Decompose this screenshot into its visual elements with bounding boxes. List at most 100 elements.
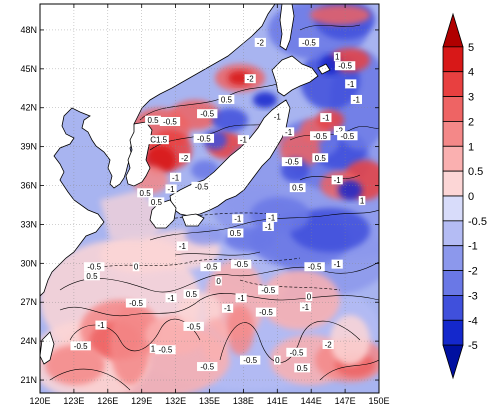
contour-label: -1 [235, 293, 247, 303]
svg-text:0: 0 [275, 356, 280, 365]
svg-text:-0.5: -0.5 [195, 182, 209, 191]
contour-label: C1.5 [148, 135, 169, 145]
svg-text:-0.5: -0.5 [261, 286, 275, 295]
svg-text:-0.5: -0.5 [74, 342, 88, 351]
contour-label: 0.5 [145, 115, 161, 125]
svg-text:-1: -1 [334, 260, 342, 269]
colorbar-level-label: -4 [468, 315, 478, 327]
svg-text:-0.5: -0.5 [159, 346, 173, 355]
contour-label: -2 [179, 153, 191, 163]
contour-label: -1 [165, 184, 177, 194]
contour-label: -0.5 [239, 355, 261, 365]
colorbar-level-label: 0.5 [468, 166, 483, 178]
contour-label: -0.5 [183, 321, 204, 331]
contour-label: 0 [305, 292, 313, 302]
svg-text:-1: -1 [168, 185, 176, 194]
contour-label: 0 [274, 355, 281, 365]
contour-label: -1 [170, 172, 182, 182]
colorbar-level-label: -5 [468, 340, 478, 352]
lat-tick-label: 48N [20, 25, 37, 35]
lon-tick-label: 150E [368, 396, 389, 406]
contour-label: -2 [244, 74, 256, 84]
svg-text:-1: -1 [172, 173, 180, 182]
svg-text:-1: -1 [285, 128, 293, 137]
svg-text:-1: -1 [302, 303, 310, 312]
contour-label: 0.5 [183, 289, 200, 299]
contour-label: -1 [266, 212, 278, 222]
contour-label: 0 [215, 276, 222, 286]
svg-text:-0.5: -0.5 [285, 158, 299, 167]
map-field: -2 -0.51-0.5-2-10.5 -1-0.50.5 -0.5-1 -1-2-1-… [40, 4, 379, 393]
contour-label: -0.5 [281, 157, 303, 167]
svg-text:0: 0 [216, 277, 221, 286]
contour-label: 0.5 [294, 363, 311, 373]
colorbar-level-label: -3 [468, 290, 478, 302]
contour-label: 0.5 [227, 228, 244, 238]
svg-text:-0.5: -0.5 [200, 110, 214, 119]
svg-text:0.5: 0.5 [230, 229, 242, 238]
colorbar-level-label: 3 [468, 92, 474, 104]
svg-text:1: 1 [335, 53, 340, 62]
contour-label: -1 [331, 259, 343, 269]
svg-text:1: 1 [360, 197, 365, 206]
lon-tick-label: 138E [233, 396, 254, 406]
svg-text:-0.5: -0.5 [259, 308, 273, 317]
svg-text:-0.5: -0.5 [290, 348, 304, 357]
colorbar-segment [442, 46, 464, 73]
colorbar-level-label: 4 [468, 67, 474, 79]
contour-label: 1 [149, 343, 157, 353]
graticule [40, 4, 379, 393]
contour-label: -1 [237, 135, 249, 145]
sakhalin-land [279, 4, 295, 51]
colorbar-segment [442, 71, 464, 97]
colorbar-level-label: 0 [468, 191, 474, 203]
svg-text:0.5: 0.5 [140, 189, 152, 198]
lon-tick-label: 129E [131, 396, 152, 406]
colorbar-segment [442, 195, 464, 222]
contour-label: 0.5 [84, 271, 100, 281]
svg-text:-1: -1 [224, 304, 232, 313]
contour-label: -1 [221, 303, 234, 313]
svg-text:-1: -1 [353, 95, 361, 104]
svg-text:0.5: 0.5 [86, 272, 98, 281]
lat-tick-label: 27N [20, 297, 37, 307]
contour-label: -0.5 [286, 347, 307, 357]
lon-tick-label: 144E [301, 396, 322, 406]
contour-label: -0.5 [298, 37, 320, 47]
lon-tick-label: 147E [335, 396, 356, 406]
svg-text:-0.5: -0.5 [243, 356, 257, 365]
kuril-island-land [317, 63, 331, 75]
lon-tick-label: 135E [199, 396, 220, 406]
svg-text:-1: -1 [238, 294, 246, 303]
contour-label: -0.5 [197, 362, 218, 372]
lon-tick-label: 126E [97, 396, 118, 406]
lon-tick-label: 123E [63, 396, 84, 406]
svg-text:-1: -1 [274, 112, 282, 121]
svg-text:-1: -1 [334, 176, 342, 185]
contour-label: -0.5 [200, 262, 221, 272]
svg-text:-1: -1 [179, 242, 187, 251]
svg-text:0: 0 [307, 293, 312, 302]
colorbar: 5 4 3 2 1 0.5 0 -0.5 -1 -2 -3 -4 -5 [442, 12, 487, 380]
japan-hokkaido-land [271, 55, 319, 97]
svg-text:-0.5: -0.5 [204, 263, 218, 272]
svg-text:-1: -1 [322, 114, 330, 123]
contour-label: -0.5 [197, 109, 218, 119]
contour-label: -1 [350, 94, 362, 104]
svg-text:-0.5: -0.5 [313, 132, 327, 141]
contour-label: -1 [331, 175, 343, 185]
lat-tick-label: 39N [20, 142, 37, 152]
svg-text:-1: -1 [268, 213, 276, 222]
colorbar-level-label: -2 [468, 266, 478, 278]
colorbar-segment [442, 245, 464, 271]
contour-label: 1 [358, 196, 366, 206]
contour-label: -0.5 [159, 116, 181, 126]
contour-label: -0.5 [334, 61, 356, 71]
svg-text:-0.5: -0.5 [187, 322, 201, 331]
japan-shikoku-land [181, 213, 205, 227]
svg-text:-2: -2 [336, 127, 344, 136]
svg-text:-0.5: -0.5 [129, 299, 143, 308]
svg-text:-0.5: -0.5 [302, 38, 316, 47]
colorbar-segment [442, 121, 464, 147]
